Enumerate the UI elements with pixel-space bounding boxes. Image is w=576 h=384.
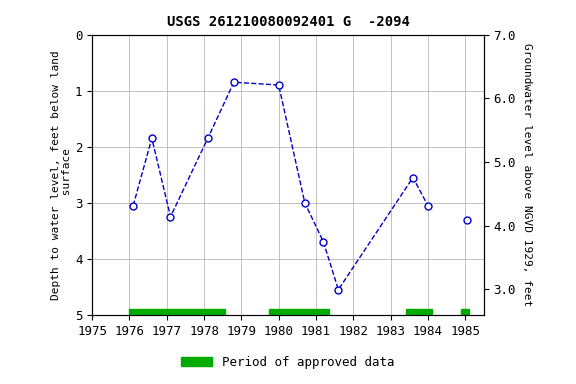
Bar: [461, 309, 469, 319]
Bar: [130, 309, 225, 319]
Y-axis label: Depth to water level, feet below land
 surface: Depth to water level, feet below land su…: [51, 50, 72, 300]
Y-axis label: Groundwater level above NGVD 1929, feet: Groundwater level above NGVD 1929, feet: [522, 43, 532, 306]
Bar: [270, 309, 329, 319]
Legend: Period of approved data: Period of approved data: [176, 351, 400, 374]
Title: USGS 261210080092401 G  -2094: USGS 261210080092401 G -2094: [166, 15, 410, 29]
Bar: [406, 309, 431, 319]
